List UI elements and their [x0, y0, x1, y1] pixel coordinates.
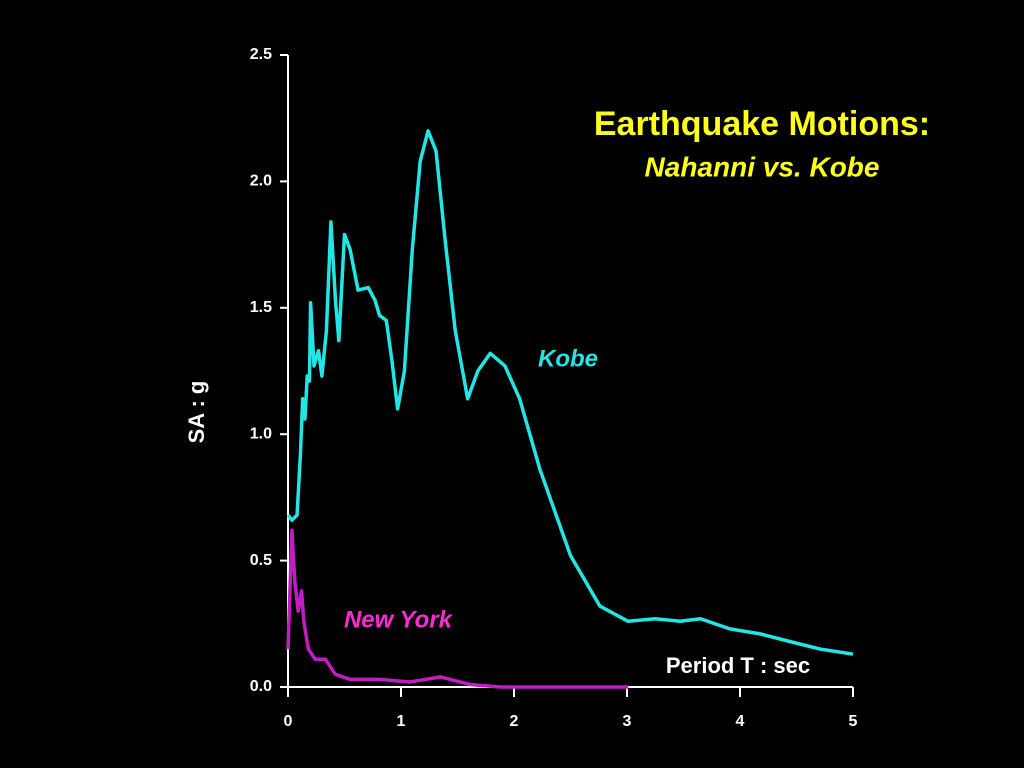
- x-axis-label: Period T : sec: [666, 653, 810, 678]
- series-line: [286, 528, 629, 689]
- y-axis-label: SA : g: [184, 381, 209, 444]
- series-label: New York: [344, 606, 454, 633]
- y-tick-label: 1.0: [250, 425, 272, 442]
- x-tick-label: 3: [623, 713, 632, 730]
- y-tick-label: 2.5: [250, 46, 272, 63]
- x-tick-label: 4: [736, 713, 745, 730]
- x-tick-label: 1: [397, 713, 406, 730]
- y-tick-label: 0.0: [250, 678, 272, 695]
- chart-title: Earthquake Motions:: [594, 105, 930, 143]
- y-tick-label: 2.0: [250, 173, 272, 190]
- series-label: Kobe: [538, 345, 598, 372]
- chart-subtitle: Nahanni vs. Kobe: [645, 151, 880, 182]
- y-tick-label: 0.5: [250, 552, 272, 569]
- series-line: [286, 129, 854, 656]
- y-tick-label: 1.5: [250, 299, 272, 316]
- x-tick-label: 5: [849, 713, 858, 730]
- x-tick-label: 2: [510, 713, 519, 730]
- x-tick-label: 0: [284, 713, 293, 730]
